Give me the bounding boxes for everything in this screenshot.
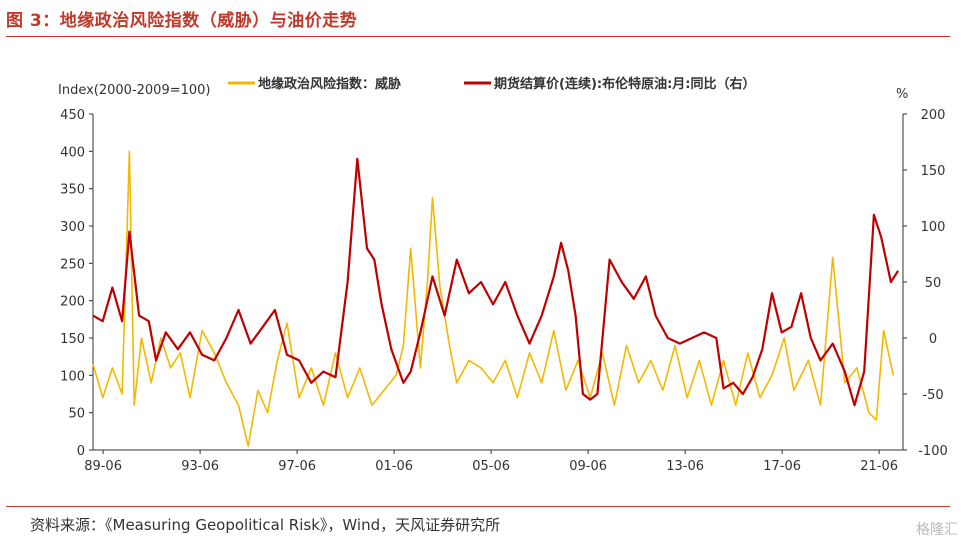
- left-tick-label: 150: [60, 332, 85, 347]
- right-tick-label: 50: [925, 276, 942, 291]
- plot-area: 0 50 100 150 200 250 300 350 400 450 -100 -50 0 50 100…: [60, 108, 948, 474]
- header-divider: [6, 36, 950, 37]
- figure-header: 图 3：地缘政治风险指数（威胁）与油价走势: [0, 0, 966, 40]
- left-tick-label: 0: [77, 444, 85, 459]
- x-tick-label: 21-06: [860, 459, 898, 474]
- left-tick-label: 200: [60, 295, 85, 310]
- right-tick-label: -50: [922, 388, 943, 403]
- x-tick-label: 01-06: [375, 459, 413, 474]
- right-tick-label: 150: [921, 164, 946, 179]
- left-tick-label: 400: [60, 145, 85, 160]
- left-tick-label: 100: [60, 369, 85, 384]
- watermark: 格隆汇: [916, 522, 958, 538]
- figure-title: 图 3：地缘政治风险指数（威胁）与油价走势: [6, 11, 358, 31]
- left-tick-label: 300: [60, 220, 85, 235]
- x-tick-label: 93-06: [181, 459, 219, 474]
- chart: 地缘政治风险指数：威胁 期货结算价(连续):布伦特原油:月:同比（右） Inde…: [58, 76, 948, 474]
- right-tick-label: 200: [921, 108, 946, 123]
- right-tick-label: 100: [921, 220, 946, 235]
- x-tick-label: 89-06: [84, 459, 122, 474]
- x-tick-label: 05-06: [472, 459, 510, 474]
- series-line-gpr: [92, 150, 895, 448]
- x-tick-label: 09-06: [569, 459, 607, 474]
- left-tick-label: 450: [60, 108, 85, 123]
- right-tick-label: -100: [918, 444, 948, 459]
- left-tick-label: 350: [60, 183, 85, 198]
- x-tick-label: 13-06: [666, 459, 704, 474]
- source-note: 资料来源：《Measuring Geopolitical Risk》，Wind，…: [30, 516, 501, 534]
- x-tick-label: 17-06: [763, 459, 801, 474]
- x-tick-label: 97-06: [278, 459, 316, 474]
- right-axis-label: %: [896, 87, 908, 102]
- left-tick-label: 50: [68, 407, 85, 422]
- footer-divider: [6, 506, 950, 507]
- left-tick-label: 250: [60, 257, 85, 272]
- right-tick-label: 0: [929, 332, 937, 347]
- legend: 地缘政治风险指数：威胁 期货结算价(连续):布伦特原油:月:同比（右）: [228, 76, 755, 92]
- legend-label-brent: 期货结算价(连续):布伦特原油:月:同比（右）: [494, 76, 755, 92]
- legend-label-gpr: 地缘政治风险指数：威胁: [258, 76, 401, 92]
- series-line-brent: [92, 157, 900, 407]
- left-axis-label: Index(2000-2009=100): [58, 83, 211, 98]
